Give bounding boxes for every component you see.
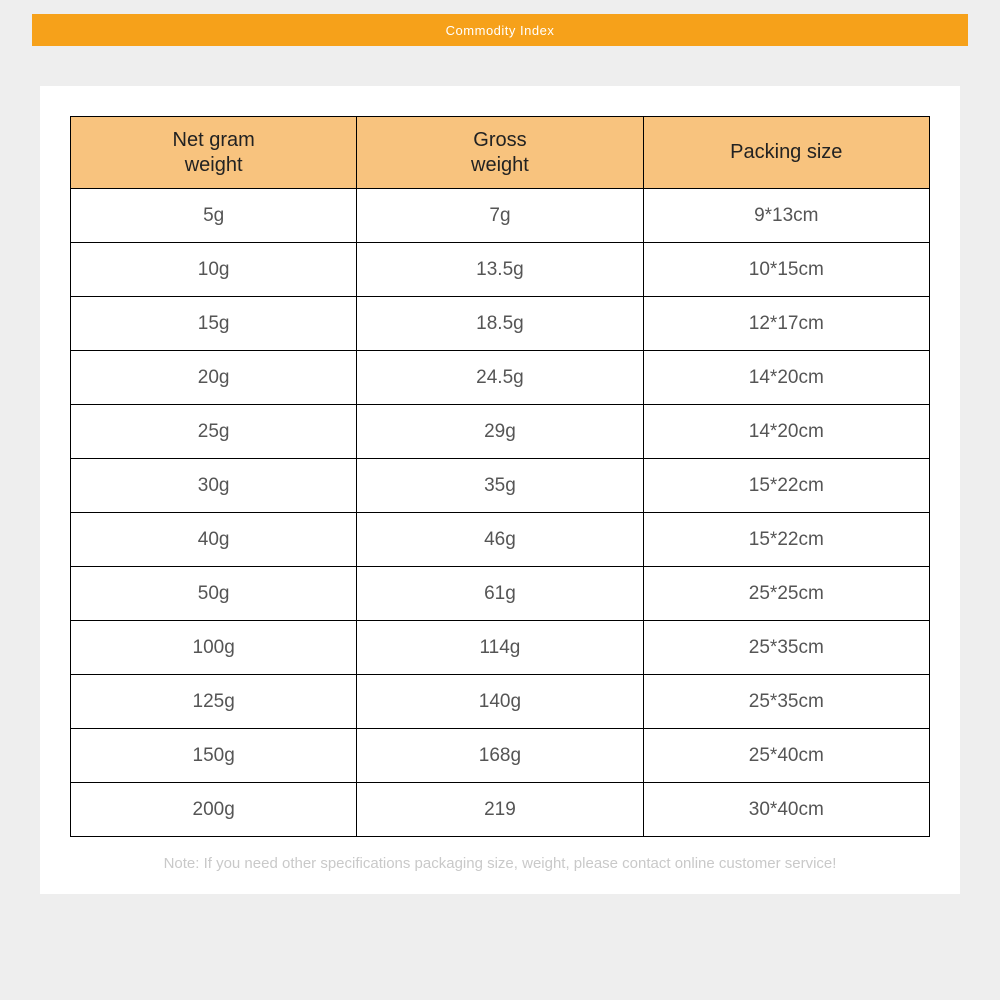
table-cell: 20g (71, 351, 357, 405)
table-cell: 219 (357, 783, 643, 837)
table-cell: 15*22cm (643, 513, 929, 567)
spec-table: Net gramweightGrossweightPacking size 5g… (70, 116, 930, 837)
table-row: 25g29g14*20cm (71, 405, 930, 459)
table-cell: 168g (357, 729, 643, 783)
table-cell: 24.5g (357, 351, 643, 405)
banner-text: Commodity Index (446, 23, 555, 38)
table-row: 15g18.5g12*17cm (71, 297, 930, 351)
table-cell: 15g (71, 297, 357, 351)
commodity-index-banner: Commodity Index (32, 14, 968, 46)
table-header-cell: Packing size (643, 117, 929, 189)
spec-panel: Net gramweightGrossweightPacking size 5g… (40, 86, 960, 894)
table-row: 20g24.5g14*20cm (71, 351, 930, 405)
table-row: 150g168g25*40cm (71, 729, 930, 783)
table-cell: 61g (357, 567, 643, 621)
table-header-cell: Grossweight (357, 117, 643, 189)
table-header-row: Net gramweightGrossweightPacking size (71, 117, 930, 189)
table-row: 100g114g25*35cm (71, 621, 930, 675)
table-cell: 7g (357, 189, 643, 243)
spec-table-head: Net gramweightGrossweightPacking size (71, 117, 930, 189)
table-cell: 46g (357, 513, 643, 567)
table-cell: 100g (71, 621, 357, 675)
table-row: 200g21930*40cm (71, 783, 930, 837)
table-cell: 25g (71, 405, 357, 459)
table-cell: 14*20cm (643, 405, 929, 459)
table-cell: 18.5g (357, 297, 643, 351)
table-cell: 5g (71, 189, 357, 243)
table-cell: 10*15cm (643, 243, 929, 297)
table-cell: 25*35cm (643, 675, 929, 729)
table-cell: 200g (71, 783, 357, 837)
table-row: 30g35g15*22cm (71, 459, 930, 513)
table-cell: 12*17cm (643, 297, 929, 351)
table-cell: 15*22cm (643, 459, 929, 513)
table-cell: 125g (71, 675, 357, 729)
table-row: 40g46g15*22cm (71, 513, 930, 567)
table-cell: 9*13cm (643, 189, 929, 243)
table-cell: 10g (71, 243, 357, 297)
table-cell: 140g (357, 675, 643, 729)
table-row: 10g13.5g10*15cm (71, 243, 930, 297)
table-row: 50g61g25*25cm (71, 567, 930, 621)
table-cell: 25*40cm (643, 729, 929, 783)
spec-table-body: 5g7g9*13cm10g13.5g10*15cm15g18.5g12*17cm… (71, 189, 930, 837)
table-row: 125g140g25*35cm (71, 675, 930, 729)
table-cell: 40g (71, 513, 357, 567)
table-cell: 114g (357, 621, 643, 675)
table-cell: 30*40cm (643, 783, 929, 837)
table-cell: 150g (71, 729, 357, 783)
table-cell: 35g (357, 459, 643, 513)
table-cell: 30g (71, 459, 357, 513)
table-cell: 50g (71, 567, 357, 621)
table-cell: 29g (357, 405, 643, 459)
table-cell: 14*20cm (643, 351, 929, 405)
table-row: 5g7g9*13cm (71, 189, 930, 243)
footnote-text: Note: If you need other specifications p… (70, 853, 930, 874)
table-cell: 25*25cm (643, 567, 929, 621)
table-cell: 13.5g (357, 243, 643, 297)
table-cell: 25*35cm (643, 621, 929, 675)
table-header-cell: Net gramweight (71, 117, 357, 189)
